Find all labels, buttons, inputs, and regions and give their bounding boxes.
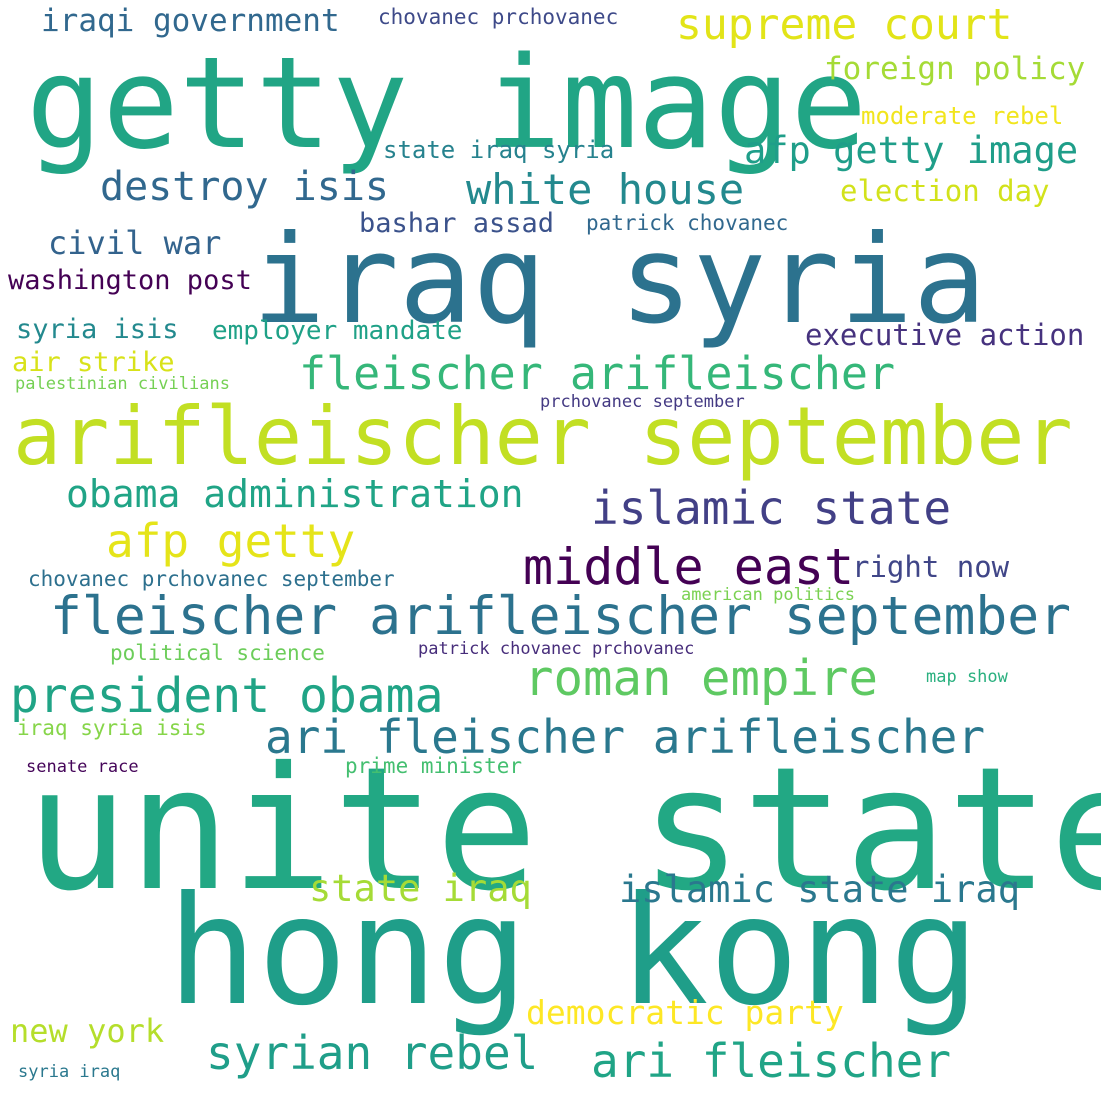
word-obama-administration: obama administration <box>66 472 524 516</box>
word-syria-iraq: syria iraq <box>18 1062 121 1082</box>
word-patrick-chovanec: patrick chovanec <box>586 211 789 235</box>
word-democratic-party: democratic party <box>526 993 844 1032</box>
word-hong-kong: hong kong <box>167 865 980 1039</box>
word-state-iraq: state iraq <box>309 867 532 910</box>
word-ari-fleischer: ari fleischer <box>591 1034 952 1088</box>
word-unite-state: unite state <box>26 731 1101 929</box>
word-foreign-policy: foreign policy <box>824 51 1086 87</box>
word-afp-getty-image: afp getty image <box>744 129 1079 172</box>
word-chovanec-prchovanec: chovanec prchovanec <box>378 5 619 29</box>
word-map-show: map show <box>926 667 1008 687</box>
word-iraqi-government: iraqi government <box>41 3 340 39</box>
word-air-strike: air strike <box>12 347 175 378</box>
word-syrian-rebel: syrian rebel <box>206 1026 539 1080</box>
word-getty-image: getty image <box>26 29 868 177</box>
word-arifleischer-september: arifleischer september <box>13 390 1073 483</box>
word-iraq-syria: iraq syria <box>252 209 987 351</box>
word-white-house: white house <box>466 165 745 214</box>
word-senate-race: senate race <box>26 757 139 777</box>
word-middle-east: middle east <box>523 538 855 596</box>
word-election-day: election day <box>840 174 1050 208</box>
word-moderate-rebel: moderate rebel <box>861 102 1064 130</box>
word-fleischer-arifleischer-september: fleischer arifleischer september <box>50 586 1072 647</box>
word-fleischer-arifleischer: fleischer arifleischer <box>299 347 896 400</box>
word-patrick-chovanec-prchovanec: patrick chovanec prchovanec <box>418 639 695 659</box>
word-islamic-state: islamic state <box>591 481 952 535</box>
word-syria-isis: syria isis <box>16 314 179 345</box>
word-supreme-court: supreme court <box>676 0 1013 50</box>
word-afp-getty: afp getty <box>106 514 356 568</box>
word-bashar-assad: bashar assad <box>359 208 555 239</box>
word-executive-action: executive action <box>805 318 1085 352</box>
word-prchovanec-september: prchovanec september <box>540 392 745 412</box>
word-palestinian-civilians: palestinian civilians <box>15 374 230 394</box>
word-political-science: political science <box>110 641 325 665</box>
word-civil-war: civil war <box>48 224 222 262</box>
word-washington-post: washington post <box>8 265 252 296</box>
word-roman-empire: roman empire <box>524 650 879 707</box>
word-right-now: right now <box>852 550 1010 584</box>
word-destroy-isis: destroy isis <box>100 164 389 210</box>
word-prime-minister: prime minister <box>345 754 523 778</box>
word-american-politics: american politics <box>681 585 855 605</box>
word-employer-mandate: employer mandate <box>212 316 463 346</box>
word-iraq-syria-isis: iraq syria isis <box>17 716 207 740</box>
word-ari-fleischer-arifleischer: ari fleischer arifleischer <box>265 710 986 764</box>
word-state-iraq-syria: state iraq syria <box>383 136 615 164</box>
word-new-york: new york <box>10 1012 165 1050</box>
word-chovanec-prchovanec-september: chovanec prchovanec september <box>28 567 395 591</box>
word-islamic-state-iraq: islamic state iraq <box>619 868 1020 911</box>
word-president-obama: president obama <box>10 668 444 724</box>
